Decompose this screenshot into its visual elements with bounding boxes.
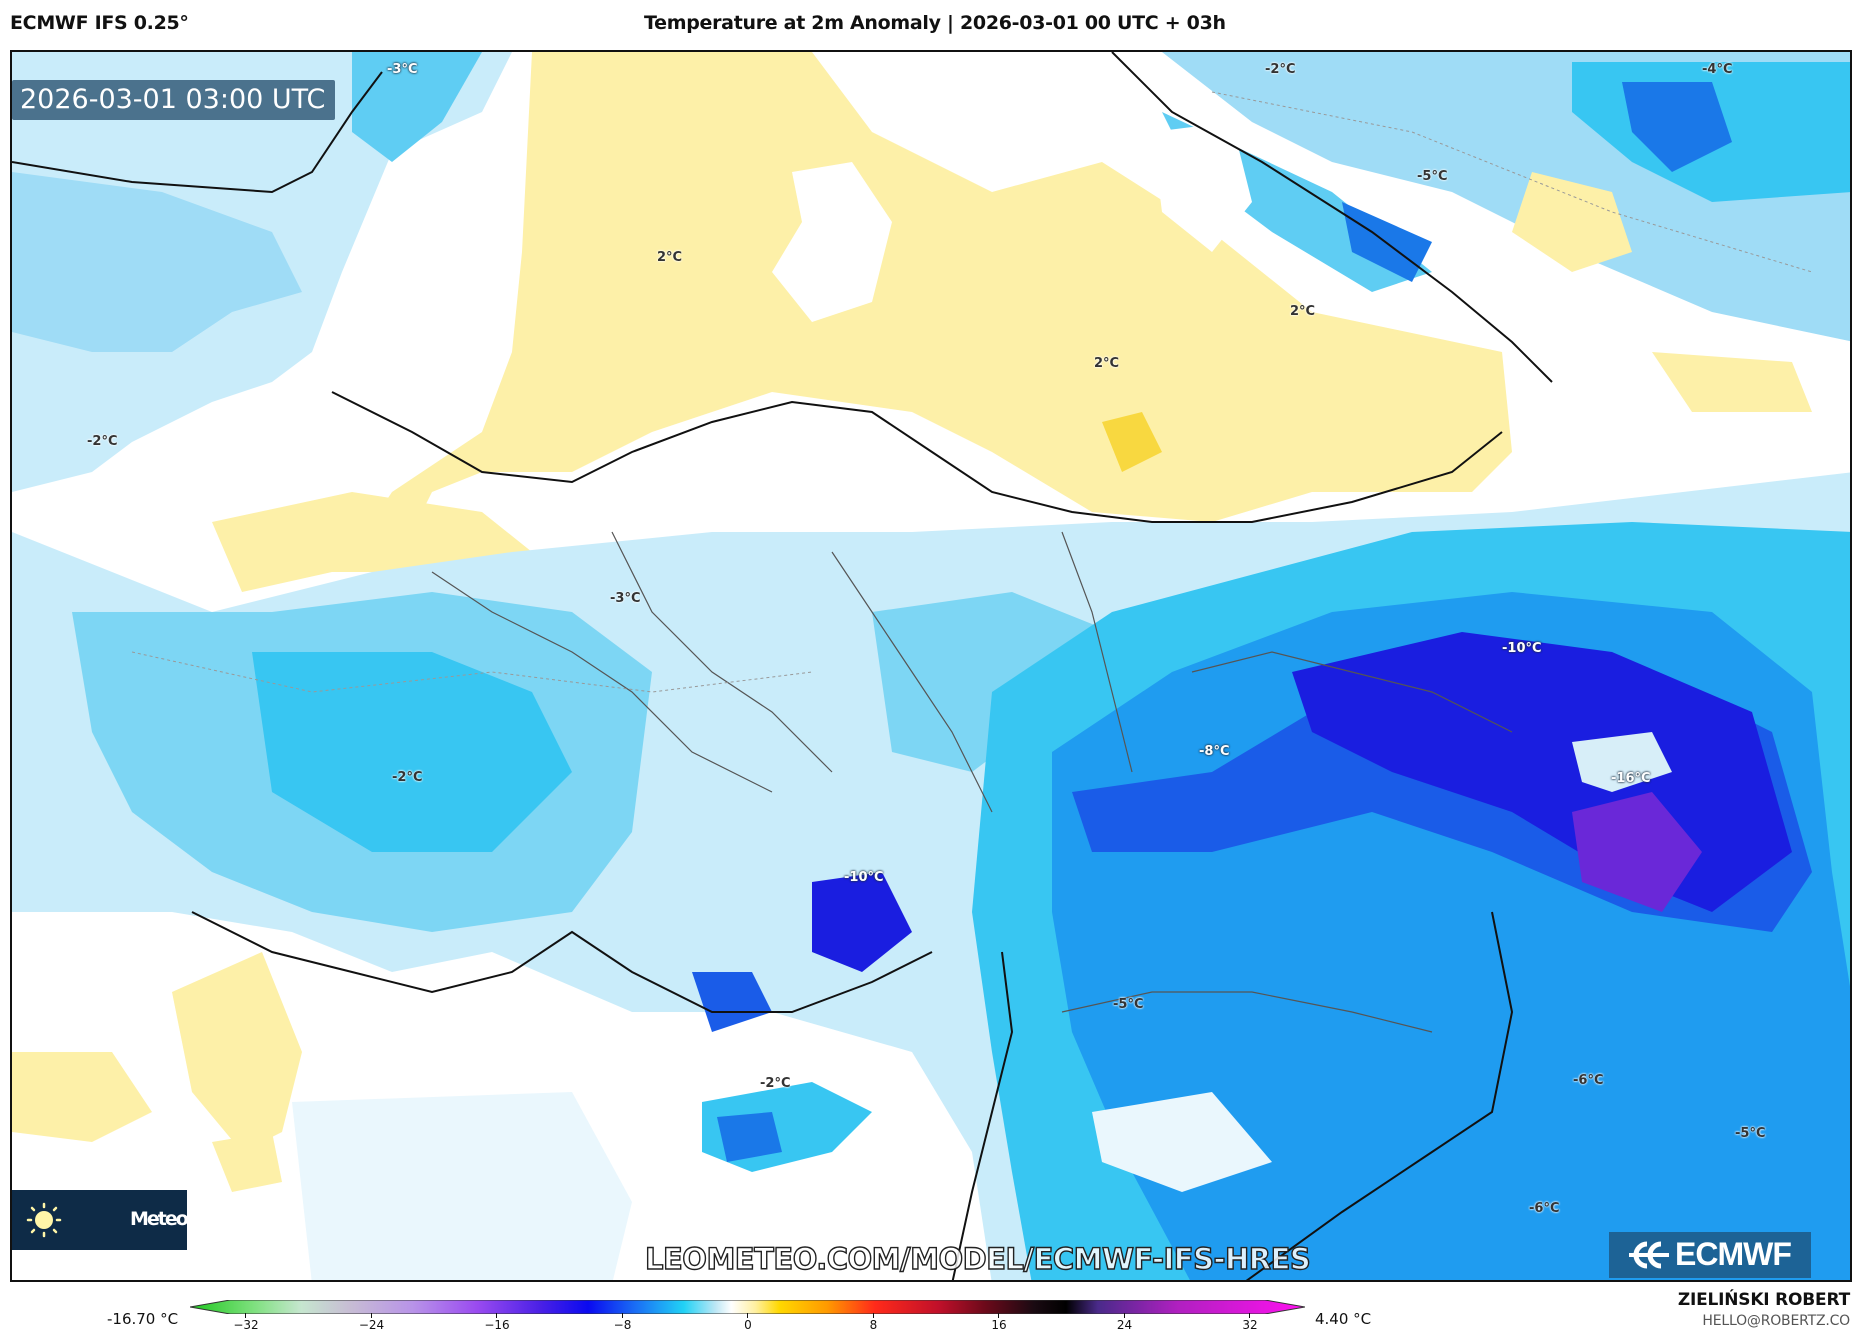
chart-title: Temperature at 2m Anomaly | 2026-03-01 0… [644, 12, 1226, 34]
contour-label: -2°C [760, 1076, 791, 1091]
watermark-url: LEOMETEO.COM/MODEL/ECMWF-IFS-HRES [644, 1241, 1311, 1276]
meteo-badge-text: Meteo [130, 1208, 189, 1230]
contour-label: -5°C [1417, 169, 1448, 184]
colorbar-tick: 32 [1230, 1313, 1270, 1332]
colorbar-tick: 24 [1105, 1313, 1145, 1332]
colorbar [190, 1300, 1305, 1314]
valid-time-badge: 2026-03-01 03:00 UTC [12, 80, 336, 120]
contour-label: 2°C [657, 250, 683, 265]
colorbar-tick: −16 [477, 1313, 517, 1332]
author-name: ZIELIŃSKI ROBERT [1677, 1290, 1850, 1310]
contour-label: -3°C [610, 591, 641, 606]
contour-label: -2°C [87, 434, 118, 449]
contour-label: -6°C [1529, 1201, 1560, 1216]
field-min-value: -16.70 °C [107, 1310, 179, 1328]
contour-label: 2°C [1290, 304, 1316, 319]
contour-label: -4°C [1702, 62, 1733, 77]
ecmwf-logo: ECMWF [1609, 1232, 1811, 1278]
contour-label: -5°C [1735, 1126, 1766, 1141]
contour-label: -2°C [392, 770, 423, 785]
contour-label: -10°C [1502, 641, 1542, 656]
colorbar-tick: 16 [979, 1313, 1019, 1332]
watermark-fill: LEOMETEO.COM/MODEL/ECMWF-IFS-HRES [645, 1242, 1311, 1276]
contour-label: -10°C [844, 870, 884, 885]
contour-label: -2°C [1265, 62, 1296, 77]
contour-label: -16°C [1611, 771, 1651, 786]
colorbar-tick: −32 [226, 1313, 266, 1332]
sun-icon [26, 1202, 62, 1238]
ecmwf-symbol-icon [1629, 1241, 1669, 1269]
contour-label: -5°C [1113, 997, 1144, 1012]
contour-label: -8°C [1199, 744, 1230, 759]
field-max-value: 4.40 °C [1315, 1310, 1372, 1328]
author-email[interactable]: HELLO@ROBERTZ.CO [1702, 1313, 1850, 1329]
colorbar-tick: −8 [603, 1313, 643, 1332]
anomaly-map[interactable]: 2026-03-01 03:00 UTC -3°C -2°C -4°C -5°C 2°C… [10, 50, 1852, 1282]
model-name: ECMWF IFS 0.25° [10, 12, 189, 34]
meteo-badge[interactable]: Meteo [12, 1190, 189, 1250]
contour-label: 2°C [1094, 356, 1120, 371]
colorbar-tick: −24 [352, 1313, 392, 1332]
colorbar-ticks: −32 −24 −16 −8 0 8 16 24 32 [0, 1313, 1860, 1338]
ecmwf-logo-text: ECMWF [1675, 1236, 1792, 1272]
colorbar-tick: 0 [728, 1313, 768, 1332]
contour-label: -6°C [1573, 1073, 1604, 1088]
contour-label: -3°C [387, 62, 418, 77]
map-field [12, 52, 1850, 1280]
colorbar-tick: 8 [854, 1313, 894, 1332]
